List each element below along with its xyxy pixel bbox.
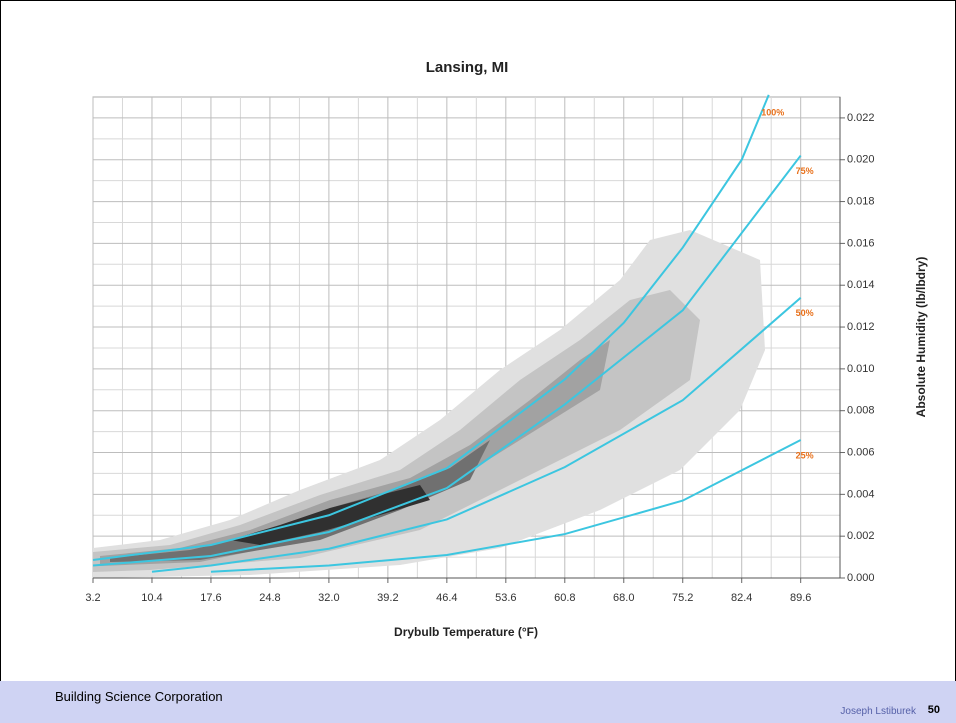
curve-label: 25% bbox=[796, 450, 814, 460]
x-tick-label: 75.2 bbox=[672, 592, 693, 604]
x-tick-label: 60.8 bbox=[554, 592, 575, 604]
y-tick-label: 0.022 bbox=[847, 112, 875, 124]
x-tick-label: 89.6 bbox=[790, 592, 811, 604]
y-tick-label: 0.020 bbox=[847, 154, 875, 166]
x-axis-title: Drybulb Temperature (°F) bbox=[394, 625, 538, 639]
y-tick-label: 0.012 bbox=[847, 321, 875, 333]
x-tick-label: 32.0 bbox=[318, 592, 339, 604]
x-tick-label: 17.6 bbox=[200, 592, 221, 604]
curve-label: 100% bbox=[761, 107, 784, 117]
y-tick-label: 0.002 bbox=[847, 530, 875, 542]
chart-title: Lansing, MI bbox=[426, 59, 509, 76]
y-axis-title: Absolute Humidity (lb/lbdry) bbox=[914, 257, 928, 418]
x-tick-label: 82.4 bbox=[731, 592, 752, 604]
y-tick-label: 0.004 bbox=[847, 488, 875, 500]
rh-curve bbox=[210, 439, 802, 573]
y-tick-label: 0.010 bbox=[847, 363, 875, 375]
y-tick-label: 0.008 bbox=[847, 405, 875, 417]
page-number: 50 bbox=[927, 704, 940, 716]
x-tick-label: 39.2 bbox=[377, 592, 398, 604]
curve-label: 75% bbox=[796, 166, 814, 176]
y-tick-label: 0.016 bbox=[847, 237, 875, 249]
x-tick-label: 68.0 bbox=[613, 592, 634, 604]
author: Joseph Lstiburek bbox=[840, 706, 916, 717]
x-tick-label: 10.4 bbox=[141, 592, 162, 604]
y-tick-label: 0.006 bbox=[847, 446, 875, 458]
y-tick-label: 0.014 bbox=[847, 279, 875, 291]
curve-label: 50% bbox=[796, 308, 814, 318]
y-tick-label: 0.018 bbox=[847, 195, 875, 207]
x-tick-label: 46.4 bbox=[436, 592, 457, 604]
rh-curve bbox=[92, 154, 802, 567]
rh-curve bbox=[92, 94, 770, 562]
chart: Lansing, MI Drybulb Temperature (°F) Abs… bbox=[85, 59, 928, 639]
footer: Building Science Corporation Joseph Lsti… bbox=[0, 681, 956, 723]
rh-curve bbox=[151, 297, 802, 573]
curves bbox=[92, 94, 802, 573]
x-tick-label: 53.6 bbox=[495, 592, 516, 604]
y-tick-label: 0.000 bbox=[847, 572, 875, 584]
x-tick-label: 24.8 bbox=[259, 592, 280, 604]
organization: Building Science Corporation bbox=[55, 689, 223, 704]
x-tick-label: 3.2 bbox=[85, 592, 100, 604]
